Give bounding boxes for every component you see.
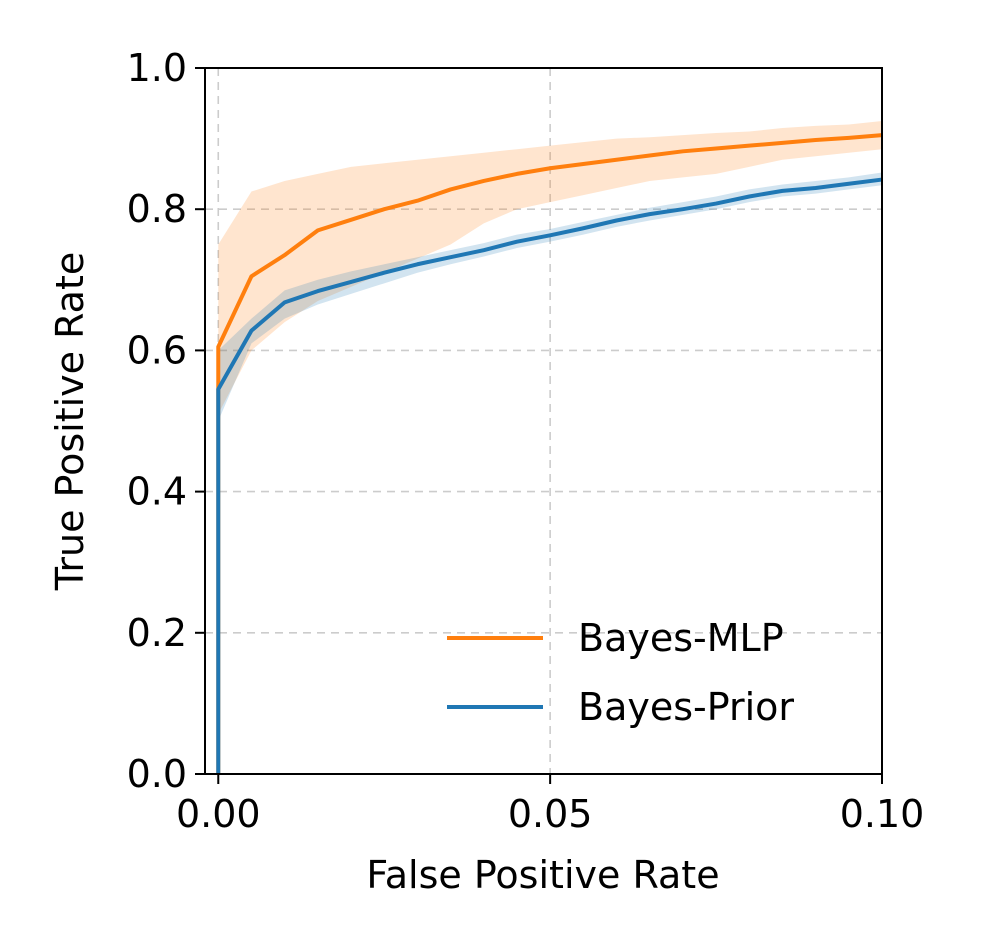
x-tick-label: 0.05 bbox=[508, 792, 593, 836]
confidence-band-layer bbox=[218, 120, 882, 774]
y-tick-label: 0.2 bbox=[127, 611, 187, 655]
series-line-bayes-prior bbox=[216, 177, 883, 774]
confidence-band-bayes-mlp bbox=[218, 120, 882, 774]
tick-layer: 0.00 0.05 0.10 0.0 0.2 0.4 0.6 0.8 1.0 bbox=[127, 46, 925, 836]
plot-area-frame bbox=[204, 67, 883, 775]
y-tick-label: 0.8 bbox=[127, 187, 187, 231]
x-tick-label: 0.10 bbox=[840, 792, 925, 836]
y-tick-label: 1.0 bbox=[127, 46, 187, 90]
y-tick-label: 0.4 bbox=[127, 470, 187, 514]
y-axis-label: True Positive Rate bbox=[48, 252, 92, 592]
series-line-layer bbox=[216, 133, 883, 774]
series-line-bayes-mlp bbox=[216, 133, 883, 774]
x-axis-label: False Positive Rate bbox=[366, 853, 719, 897]
y-tick-label: 0.6 bbox=[127, 328, 187, 372]
legend-label-bayes-prior: Bayes-Prior bbox=[578, 685, 794, 729]
legend: Bayes-MLP Bayes-Prior bbox=[447, 616, 794, 729]
y-tick-label: 0.0 bbox=[127, 752, 187, 796]
x-tick-label: 0.00 bbox=[176, 792, 261, 836]
legend-label-bayes-mlp: Bayes-MLP bbox=[578, 616, 784, 660]
